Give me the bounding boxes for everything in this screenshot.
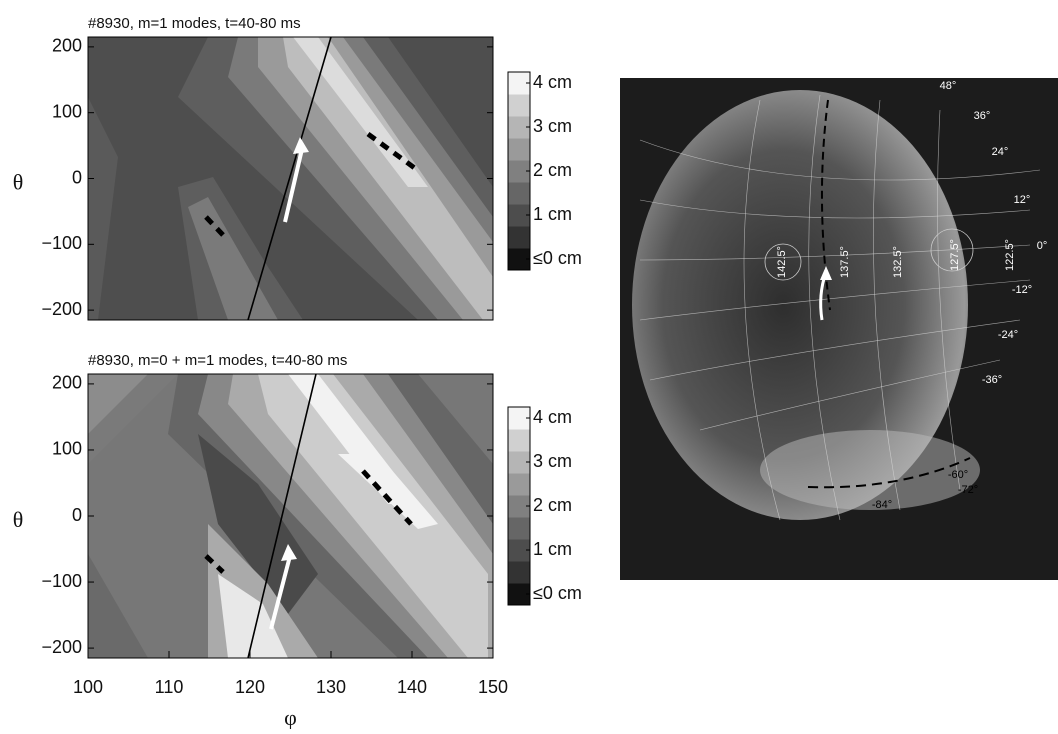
x-tick-label: 100 — [73, 677, 103, 697]
colorbar-band — [508, 495, 530, 518]
colorbar-band — [508, 429, 530, 452]
phi-label: 137.5° — [839, 246, 851, 278]
camera-image: 142.5° 137.5° 132.5° 127.5° 122.5° 48° 36° 24° 1… — [620, 78, 1058, 580]
colorbar-band — [508, 539, 530, 562]
y-tick-label: −100 — [41, 233, 82, 253]
colorbar-label: 1 cm — [533, 204, 572, 224]
colorbar-label: 1 cm — [533, 539, 572, 559]
theta-label: -12° — [1012, 284, 1032, 296]
colorbar-band — [508, 116, 530, 139]
contour-band — [188, 197, 278, 320]
theta-label: -36° — [982, 374, 1002, 386]
colorbar-band — [508, 138, 530, 161]
phase-line — [247, 37, 332, 320]
dashed-line — [820, 99, 831, 311]
theta-label: 0° — [1037, 240, 1048, 252]
colorbar-band — [508, 583, 530, 606]
y-tick-label: 100 — [52, 439, 82, 459]
colorbar-label: ≤0 cm — [533, 248, 582, 268]
plasma-glow — [632, 90, 968, 520]
y-tick-label: −200 — [41, 637, 82, 657]
colorbar-band — [508, 226, 530, 249]
colorbar-band — [508, 182, 530, 205]
dashed-line — [204, 215, 225, 237]
bright-rim — [760, 430, 980, 510]
colorbar-label: 3 cm — [533, 451, 572, 471]
chart-title: #8930, m=1 modes, t=40-80 ms — [88, 15, 301, 32]
x-axis-label: φ — [284, 705, 297, 729]
y-tick-label: −100 — [41, 571, 82, 591]
contour-field — [88, 374, 493, 658]
contour-band — [88, 374, 148, 434]
x-tick-label: 110 — [155, 677, 184, 697]
phi-label: 132.5° — [892, 246, 904, 278]
contour-band — [258, 374, 488, 658]
dashed-line — [361, 469, 413, 526]
colorbar-band — [508, 473, 530, 496]
theta-label: 12° — [1014, 194, 1031, 206]
x-tick-label: 130 — [316, 677, 346, 697]
theta-label: 48° — [940, 80, 957, 92]
theta-label: -72° — [958, 484, 978, 496]
arrow-head — [820, 266, 832, 280]
dashed-line — [366, 131, 418, 172]
y-tick-label: 200 — [52, 36, 82, 56]
theta-label: -60° — [948, 469, 968, 481]
colorbar-band — [508, 451, 530, 474]
colorbar-band — [508, 72, 530, 95]
colorbar-label: 2 cm — [533, 160, 572, 180]
y-tick-label: 0 — [72, 167, 82, 187]
arrow — [269, 555, 292, 630]
arrow-head — [293, 137, 309, 154]
colorbar-label: ≤0 cm — [533, 583, 582, 603]
theta-label: -84° — [872, 499, 892, 511]
y-tick-label: 100 — [52, 101, 82, 121]
contour-band — [218, 574, 288, 658]
y-tick-label: −200 — [41, 299, 82, 319]
port-circle — [930, 228, 974, 272]
contour-band — [88, 554, 148, 658]
phase-line — [247, 374, 317, 658]
y-axis-label: θ — [13, 170, 24, 195]
contour-band — [293, 37, 428, 187]
y-axis-label: θ — [13, 507, 24, 532]
colorbar-band — [508, 160, 530, 183]
x-tick-label: 150 — [478, 677, 508, 697]
colorbar-label: 4 cm — [533, 72, 572, 92]
phi-label: 122.5° — [1004, 239, 1016, 271]
chart-title: #8930, m=0 + m=1 modes, t=40-80 ms — [88, 352, 347, 369]
grid-lines — [743, 94, 961, 521]
x-tick-label: 140 — [397, 677, 427, 697]
contour-band — [88, 97, 118, 320]
phi-label: 142.5° — [776, 246, 788, 278]
phi-label: 127.5° — [949, 239, 961, 271]
theta-label: -24° — [998, 329, 1018, 341]
arrow-head — [281, 544, 297, 561]
y-tick-label: 200 — [52, 373, 82, 393]
colorbar-label: 4 cm — [533, 407, 572, 427]
colorbar-band — [508, 94, 530, 117]
port-circle — [764, 243, 802, 281]
colorbar-band — [508, 407, 530, 430]
colorbar-band — [508, 248, 530, 271]
colorbar-label: 3 cm — [533, 116, 572, 136]
grid-lines — [639, 139, 1041, 431]
x-tick-label: 120 — [235, 677, 265, 697]
colorbar-band — [508, 517, 530, 540]
arrow — [283, 148, 304, 223]
contour-field — [88, 37, 493, 320]
colorbar-label: 2 cm — [533, 495, 572, 515]
dashed-line — [204, 554, 225, 574]
y-tick-label: 0 — [72, 505, 82, 525]
theta-label: 24° — [992, 146, 1009, 158]
contour-band — [283, 37, 493, 320]
theta-label: 36° — [974, 110, 991, 122]
dashed-line — [807, 457, 971, 489]
colorbar-band — [508, 561, 530, 584]
colorbar-band — [508, 204, 530, 227]
